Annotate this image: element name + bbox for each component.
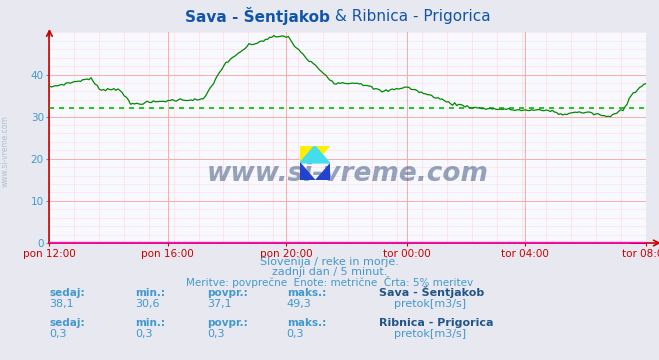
Polygon shape (300, 146, 330, 163)
Text: 0,3: 0,3 (135, 329, 153, 339)
Text: & Ribnica - Prigorica: & Ribnica - Prigorica (330, 9, 490, 24)
Text: povpr.:: povpr.: (208, 318, 248, 328)
Text: Slovenija / reke in morje.: Slovenija / reke in morje. (260, 257, 399, 267)
Text: pretok[m3/s]: pretok[m3/s] (394, 299, 466, 309)
Text: sedaj:: sedaj: (49, 288, 85, 298)
Text: povpr.:: povpr.: (208, 288, 248, 298)
Text: maks.:: maks.: (287, 318, 326, 328)
Text: Sava - Šentjakob: Sava - Šentjakob (185, 7, 330, 25)
Text: min.:: min.: (135, 288, 165, 298)
Text: pretok[m3/s]: pretok[m3/s] (394, 329, 466, 339)
Text: Sava - Šentjakob: Sava - Šentjakob (379, 286, 484, 298)
Polygon shape (300, 146, 315, 163)
Text: maks.:: maks.: (287, 288, 326, 298)
Text: 0,3: 0,3 (287, 329, 304, 339)
Text: Meritve: povprečne  Enote: metrične  Črta: 5% meritev: Meritve: povprečne Enote: metrične Črta:… (186, 275, 473, 288)
Text: sedaj:: sedaj: (49, 318, 85, 328)
Text: www.si-vreme.com: www.si-vreme.com (207, 161, 488, 186)
Text: min.:: min.: (135, 318, 165, 328)
Text: www.si-vreme.com: www.si-vreme.com (1, 115, 10, 187)
Text: zadnji dan / 5 minut.: zadnji dan / 5 minut. (272, 267, 387, 277)
Text: 0,3: 0,3 (208, 329, 225, 339)
Polygon shape (300, 163, 315, 180)
Text: Ribnica - Prigorica: Ribnica - Prigorica (379, 318, 494, 328)
Text: 38,1: 38,1 (49, 299, 74, 309)
Polygon shape (315, 163, 330, 180)
Text: 49,3: 49,3 (287, 299, 312, 309)
Polygon shape (300, 146, 330, 163)
Text: 0,3: 0,3 (49, 329, 67, 339)
Text: 37,1: 37,1 (208, 299, 232, 309)
Text: 30,6: 30,6 (135, 299, 159, 309)
